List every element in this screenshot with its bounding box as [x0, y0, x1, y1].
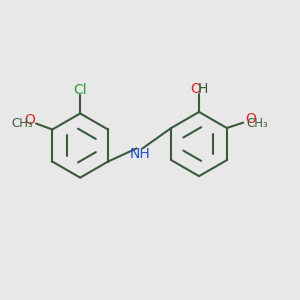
Text: O: O: [245, 112, 256, 126]
Text: CH₃: CH₃: [247, 117, 268, 130]
Text: O: O: [190, 82, 202, 96]
Text: Cl: Cl: [73, 83, 87, 97]
Text: H: H: [198, 82, 208, 96]
Text: CH₃: CH₃: [12, 117, 34, 130]
Text: NH: NH: [129, 147, 150, 161]
Text: O: O: [24, 113, 35, 127]
